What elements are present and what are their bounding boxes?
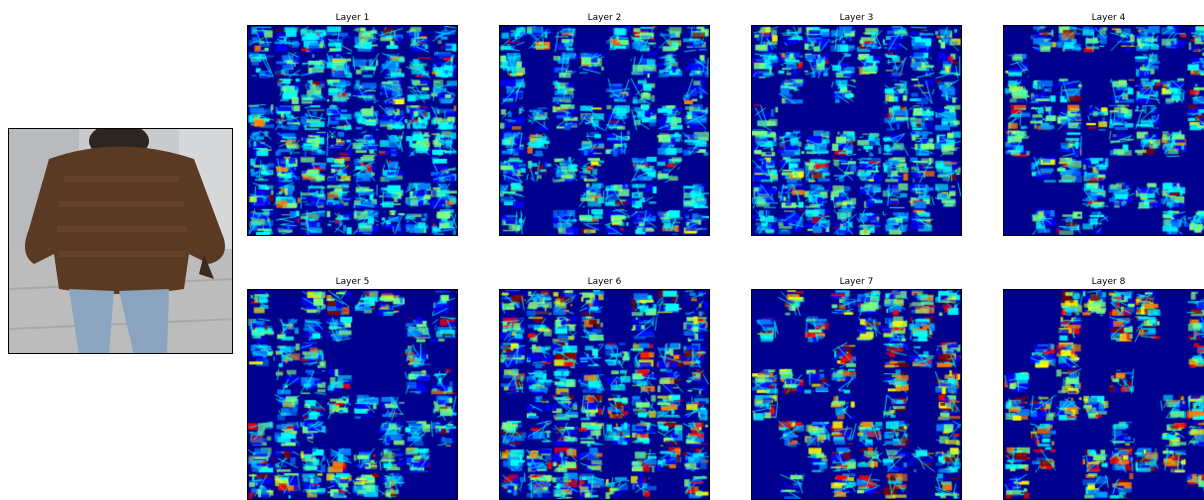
panel-layer-1: Layer 1 (247, 13, 458, 236)
activation-map (499, 25, 710, 236)
panel-title: Layer 7 (839, 277, 874, 287)
panel-layer-2: Layer 2 (499, 13, 710, 236)
activation-map (499, 289, 710, 500)
panel-title: Layer 2 (587, 13, 622, 23)
panel-title: Layer 5 (335, 277, 370, 287)
panel-title: Layer 1 (335, 13, 370, 23)
activation-map (1003, 289, 1204, 500)
activation-map (247, 25, 458, 236)
panel-layer-5: Layer 5 (247, 277, 458, 500)
input-pedestrian-image (8, 128, 233, 354)
panel-title: Layer 3 (839, 13, 874, 23)
panel-title: Layer 8 (1091, 277, 1126, 287)
activation-map (751, 289, 962, 500)
panel-layer-7: Layer 7 (751, 277, 962, 500)
activation-map (751, 25, 962, 236)
panel-layer-8: Layer 8 (1003, 277, 1204, 500)
activation-map (247, 289, 458, 500)
panel-layer-3: Layer 3 (751, 13, 962, 236)
panel-title: Layer 6 (587, 277, 622, 287)
panel-layer-4: Layer 4 (1003, 13, 1204, 236)
activation-map (1003, 25, 1204, 236)
panel-title: Layer 4 (1091, 13, 1126, 23)
panel-layer-6: Layer 6 (499, 277, 710, 500)
